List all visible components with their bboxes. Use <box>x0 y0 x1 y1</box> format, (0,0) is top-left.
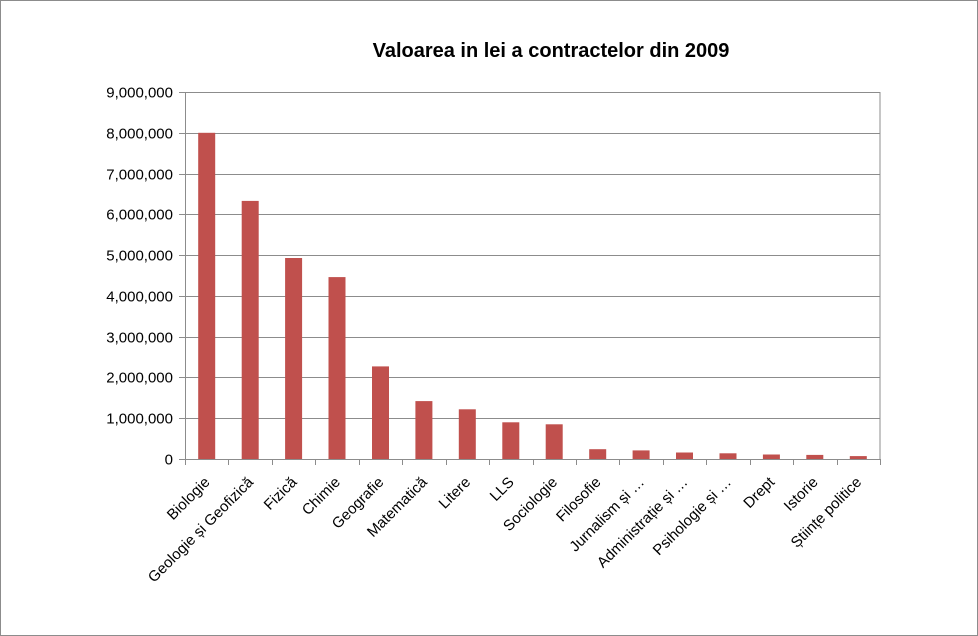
bar <box>285 258 303 459</box>
x-tick-label: Psihologie și … <box>650 474 735 559</box>
y-tick-label: 2,000,000 <box>106 370 173 387</box>
bar <box>198 132 216 460</box>
bar <box>502 422 520 459</box>
y-tick-label: 5,000,000 <box>106 248 173 265</box>
bar <box>372 366 389 459</box>
bar <box>241 200 259 459</box>
bar <box>849 456 867 459</box>
bar <box>458 409 476 459</box>
x-tick-label: Fizică <box>261 473 301 513</box>
chart-title: Valoarea in lei a contractelor din 2009 <box>373 40 730 62</box>
bar <box>545 424 563 459</box>
bar <box>328 277 346 459</box>
y-tick-label: 4,000,000 <box>106 289 173 306</box>
y-tick-label: 0 <box>165 452 173 469</box>
x-tick-label: Jurnalism și … <box>566 474 648 556</box>
x-tick-label: Istorie <box>781 474 822 515</box>
x-tick-label: Litere <box>436 474 475 513</box>
y-tick-label: 6,000,000 <box>106 207 173 224</box>
bar <box>589 449 607 459</box>
y-tick-label: 7,000,000 <box>106 167 173 184</box>
axes <box>179 92 881 465</box>
y-tick-label: 1,000,000 <box>106 411 173 428</box>
bar <box>632 450 650 459</box>
bar <box>762 454 780 459</box>
x-tick-label: LLS <box>487 474 518 505</box>
x-tick-label: Drept <box>740 473 779 512</box>
bar <box>806 454 824 459</box>
y-tick-label: 3,000,000 <box>106 330 173 347</box>
y-tick-label: 8,000,000 <box>106 126 173 143</box>
bar <box>676 452 693 459</box>
bar <box>415 401 433 459</box>
bars <box>198 132 867 460</box>
y-tick-labels: 0 1,000,000 2,000,000 3,000,000 4,000,000 5,0… <box>106 85 173 469</box>
y-tick-label: 9,000,000 <box>106 85 173 102</box>
bar <box>719 453 737 459</box>
